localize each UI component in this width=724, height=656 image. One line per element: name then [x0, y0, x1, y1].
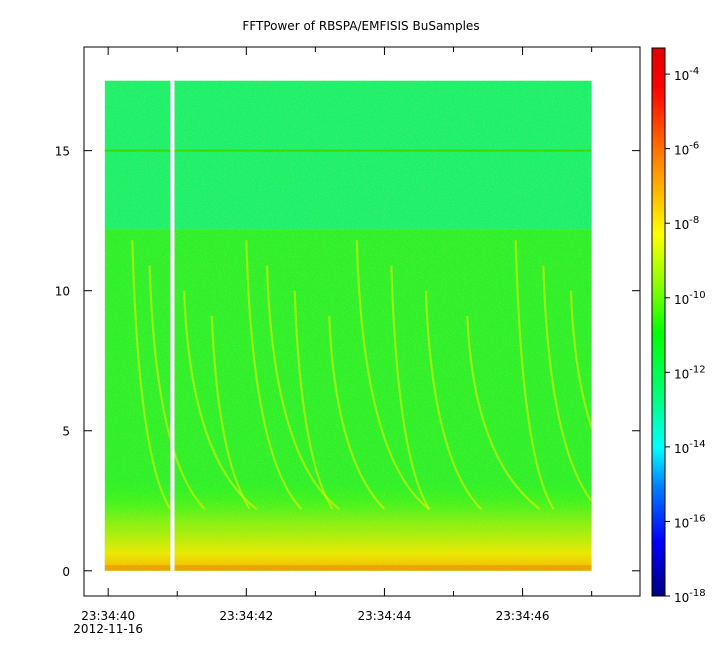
colorbar-tick-label: 10-10 [674, 290, 706, 307]
y-tick-label: 10 [55, 285, 70, 299]
whistler-streak [293, 290, 334, 510]
x-tick-label: 23:34:44 [357, 609, 411, 623]
colorbar-tick-label: 10-12 [674, 364, 706, 381]
whistler-streak [466, 315, 541, 511]
y-tick-label: 15 [55, 145, 70, 159]
y-tick-label: 5 [62, 425, 70, 439]
whistler-streak [542, 265, 592, 503]
whistler-streak [390, 265, 431, 510]
colorbar-tick-label: 10-18 [674, 588, 706, 605]
x-tick-label: 23:34:40 [81, 609, 135, 623]
whistler-streak [569, 290, 592, 432]
whistler-streak [131, 240, 172, 510]
colorbar-tick-label: 10-14 [674, 439, 706, 456]
x-tick-label: 23:34:42 [219, 609, 273, 623]
colorbar-tick-label: 10-6 [674, 141, 699, 158]
data-gap [170, 80, 175, 571]
spectrogram-image [104, 80, 592, 571]
colorbar-tick-label: 10-8 [674, 215, 699, 232]
colorbar [651, 47, 666, 597]
whistler-streak [245, 240, 303, 510]
colorbar-axis: 10-4 10-6 10-8 10-10 10-12 10-14 10-16 10-18 [665, 66, 706, 605]
y-tick-label: 0 [62, 565, 70, 579]
whistler-streak [355, 240, 431, 511]
whistler-streak [328, 315, 386, 510]
whistler-streak [514, 240, 555, 510]
x-tick-label: 23:34:46 [496, 609, 550, 623]
whistler-streak [148, 265, 206, 510]
colorbar-tick-label: 10-4 [674, 66, 699, 83]
colorbar-tick-label: 10-16 [674, 513, 706, 530]
y-axis: 0 5 10 15 [55, 145, 640, 579]
chart-title: FFTPower of RBSPA/EMFISIS BuSamples [242, 19, 479, 33]
whistler-streak [424, 290, 482, 510]
x-tick-date-label: 2012-11-16 [73, 622, 143, 636]
whistler-streak [210, 315, 251, 510]
